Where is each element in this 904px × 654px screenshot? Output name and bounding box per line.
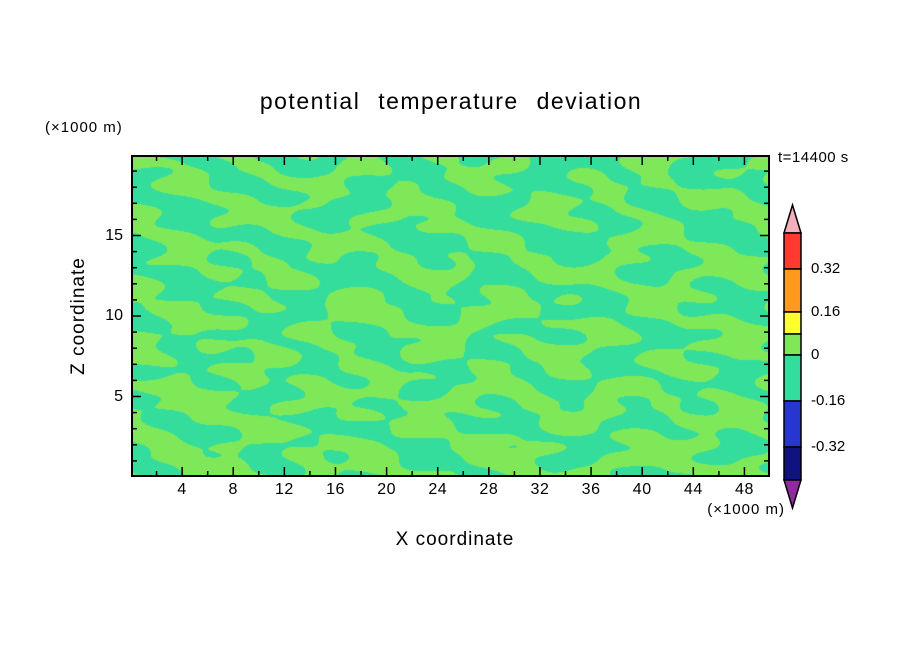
x-axis-title: X coordinate <box>395 529 515 550</box>
colorbar-tick-label: -0.32 <box>811 438 845 455</box>
z-tick-label: 5 <box>114 387 123 405</box>
colorbar: 0.32 0.16 0 -0.16 -0.32 <box>782 202 845 511</box>
colorbar-tick-label: -0.16 <box>811 392 845 409</box>
x-tick-label: 20 <box>377 481 396 498</box>
time-stamp-label: t=14400 s <box>778 149 849 166</box>
plot-frame-and-ticks <box>131 155 770 477</box>
x-tick-label: 36 <box>581 481 601 498</box>
colorbar-overflow-bottom-arrow <box>782 479 803 511</box>
x-tick-label: 24 <box>428 481 448 498</box>
x-tick-label: 8 <box>228 481 238 498</box>
colorbar-tick-label: 0.16 <box>811 303 840 320</box>
z-tick-label: 10 <box>105 307 123 324</box>
colorbar-band-yellow-green <box>783 333 802 356</box>
z-axis-title: Z coordinate <box>68 257 89 375</box>
x-tick-label: 4 <box>177 481 187 498</box>
contour-field-canvas <box>131 155 770 477</box>
z-axis-unit-label: (×1000 m) <box>45 119 123 136</box>
colorbar-overflow-top-arrow <box>782 202 803 234</box>
x-tick-label: 28 <box>479 481 499 498</box>
x-axis-unit-label: (×1000 m) <box>707 501 785 518</box>
chart-title: potential temperature deviation <box>259 88 643 114</box>
colorbar-band-orange <box>783 268 802 313</box>
colorbar-band-yellow <box>783 311 802 335</box>
colorbar-tick-label: 0.32 <box>811 260 840 277</box>
colorbar-band-red <box>783 232 802 270</box>
colorbar-band-spring-green <box>783 354 802 402</box>
x-tick-label: 40 <box>632 481 652 498</box>
x-tick-label: 44 <box>683 481 703 498</box>
colorbar-band-blue <box>783 400 802 448</box>
x-tick-label: 32 <box>530 481 550 498</box>
z-tick-label: 15 <box>105 226 123 244</box>
colorbar-band-navy <box>783 446 802 481</box>
x-tick-label: 12 <box>274 481 294 498</box>
x-tick-label: 16 <box>326 481 345 498</box>
x-tick-label: 48 <box>735 481 754 498</box>
plot-frame <box>131 155 770 477</box>
colorbar-tick-label: 0 <box>811 346 819 363</box>
